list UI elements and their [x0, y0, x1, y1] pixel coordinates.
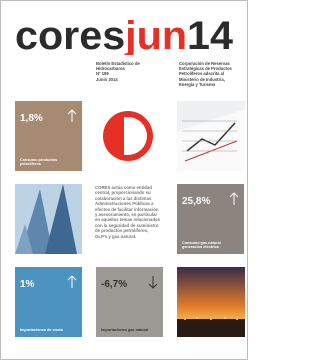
- sunset-photo: [177, 267, 245, 337]
- issue-line: Boletín Estadístico de Hidrocarburos: [96, 61, 156, 71]
- tile-label: Importaciones gas natural: [101, 328, 151, 333]
- stat-tile: 25,8% Consumo gas natural generación elé…: [177, 184, 244, 254]
- issue-info: Boletín Estadístico de Hidrocarburos Nº …: [96, 61, 156, 82]
- up-arrow: [67, 275, 77, 289]
- title-part: 14: [187, 15, 234, 55]
- title: coresjun14: [15, 15, 234, 55]
- tile-label: Consumo productos petrolíferos: [20, 158, 70, 167]
- title-part: cores: [15, 15, 125, 55]
- logo: [94, 101, 162, 171]
- stat-tile: -6,7% Importaciones gas natural: [96, 267, 163, 337]
- tile-value: -6,7%: [101, 279, 127, 290]
- chart-photo: [177, 101, 245, 171]
- up-arrow: [67, 109, 77, 123]
- down-arrow: [148, 275, 158, 289]
- stat-tile: 1,8% Consumo productos petrolíferos: [15, 101, 82, 171]
- masthead: coresjun14: [13, 15, 237, 55]
- tile-label: Consumo gas natural generación eléctrica: [182, 241, 232, 250]
- tile-value: 1%: [20, 279, 34, 290]
- tile-value: 25,8%: [182, 196, 210, 207]
- up-arrow: [229, 192, 239, 206]
- description: CORES actúa como entidad central, propor…: [95, 185, 161, 239]
- issue-line: Junio 2014: [96, 77, 156, 82]
- stat-tile: 1% Importaciones de crudo: [15, 267, 82, 337]
- building-photo: [15, 184, 82, 254]
- title-part: jun: [124, 15, 187, 55]
- publisher: Corporación de Reservas Estratégicas de …: [179, 61, 241, 87]
- cover-page: coresjun14 Boletín Estadístico de Hidroc…: [0, 0, 248, 360]
- tile-label: Importaciones de crudo: [20, 328, 70, 333]
- tile-value: 1,8%: [20, 113, 43, 124]
